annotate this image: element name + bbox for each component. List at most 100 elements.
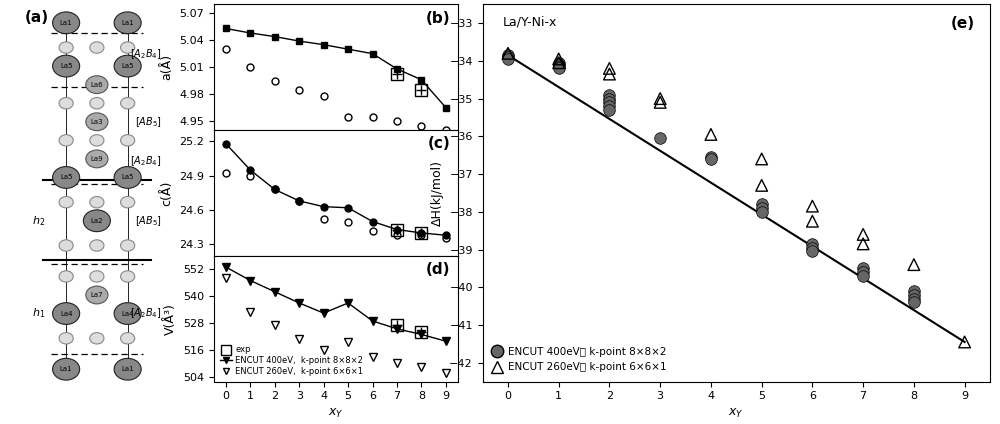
Circle shape [121, 240, 135, 251]
Circle shape [121, 42, 135, 53]
Text: La9: La9 [91, 156, 103, 162]
Circle shape [59, 196, 73, 208]
ENCUT 400eV， k-point 8×8×2 [500, 54, 516, 61]
Text: La5: La5 [121, 63, 134, 69]
ENCUT 400eV， k-point 8×8×2 [703, 153, 719, 160]
ENCUT 400eV， k-point 8×8×2 [601, 95, 617, 102]
Circle shape [90, 332, 104, 344]
ENCUT 400eV， k-point 8×8×2 [754, 201, 770, 208]
Y-axis label: a(Å): a(Å) [160, 54, 173, 80]
ENCUT 400eV， k-point 8×8×2 [754, 209, 770, 215]
ENCUT 400eV， k-point 8×8×2 [601, 106, 617, 113]
Circle shape [90, 271, 104, 282]
Circle shape [59, 332, 73, 344]
Circle shape [114, 12, 141, 33]
Text: $[AB_5]$: $[AB_5]$ [135, 115, 161, 129]
Text: (b): (b) [426, 11, 451, 25]
Circle shape [53, 358, 80, 380]
Text: $[A_2B_4]$: $[A_2B_4]$ [130, 307, 161, 321]
ENCUT 400eV， k-point 8×8×2 [551, 59, 567, 66]
Text: La5: La5 [121, 174, 134, 181]
Text: La3: La3 [91, 119, 103, 125]
Text: (d): (d) [426, 262, 451, 277]
Circle shape [121, 196, 135, 208]
Circle shape [121, 135, 135, 146]
Circle shape [53, 167, 80, 188]
Circle shape [90, 135, 104, 146]
Circle shape [53, 303, 80, 324]
ENCUT 260eV， k-point 6×6×1 [652, 95, 668, 102]
Legend: exp, ENCUT 400eV,  k-point 8×8×2, ENCUT 260eV,  k-point 6×6×1: exp, ENCUT 400eV, k-point 8×8×2, ENCUT 2… [218, 344, 365, 377]
Circle shape [90, 42, 104, 53]
Circle shape [114, 167, 141, 188]
ENCUT 260eV， k-point 6×6×1 [957, 339, 973, 346]
Circle shape [53, 12, 80, 33]
Circle shape [59, 42, 73, 53]
Circle shape [114, 55, 141, 77]
Text: La6: La6 [91, 82, 103, 88]
Y-axis label: ΔH(kJ/mol): ΔH(kJ/mol) [431, 160, 444, 226]
Circle shape [90, 196, 104, 208]
Text: La1: La1 [121, 20, 134, 26]
ENCUT 400eV， k-point 8×8×2 [500, 56, 516, 62]
Y-axis label: c(Å): c(Å) [160, 180, 173, 206]
ENCUT 400eV， k-point 8×8×2 [551, 61, 567, 68]
ENCUT 260eV， k-point 6×6×1 [601, 71, 617, 78]
ENCUT 400eV， k-point 8×8×2 [703, 156, 719, 162]
Circle shape [86, 113, 108, 131]
ENCUT 400eV， k-point 8×8×2 [906, 295, 922, 302]
Text: La1: La1 [60, 366, 72, 372]
ENCUT 260eV， k-point 6×6×1 [906, 261, 922, 268]
Text: La4: La4 [60, 310, 72, 317]
Circle shape [59, 271, 73, 282]
ENCUT 260eV， k-point 6×6×1 [855, 231, 871, 238]
ENCUT 400eV， k-point 8×8×2 [754, 205, 770, 212]
Text: $h_1$: $h_1$ [32, 307, 45, 321]
Text: La2: La2 [91, 218, 103, 224]
ENCUT 260eV， k-point 6×6×1 [855, 240, 871, 247]
ENCUT 260eV， k-point 6×6×1 [652, 99, 668, 106]
ENCUT 260eV， k-point 6×6×1 [754, 182, 770, 189]
Circle shape [86, 76, 108, 94]
Text: (e): (e) [951, 16, 975, 31]
X-axis label: $x_Y$: $x_Y$ [328, 407, 344, 420]
ENCUT 400eV， k-point 8×8×2 [601, 99, 617, 106]
ENCUT 260eV， k-point 6×6×1 [551, 56, 567, 62]
Circle shape [121, 98, 135, 109]
ENCUT 400eV， k-point 8×8×2 [601, 103, 617, 109]
Text: La5: La5 [60, 174, 72, 181]
Y-axis label: V(Å³): V(Å³) [164, 303, 177, 335]
Text: (a): (a) [25, 11, 49, 25]
Text: (c): (c) [428, 137, 451, 151]
ENCUT 260eV， k-point 6×6×1 [703, 131, 719, 138]
X-axis label: $x_Y$: $x_Y$ [728, 407, 744, 420]
Circle shape [59, 240, 73, 251]
Text: La/Y-Ni-x: La/Y-Ni-x [503, 16, 557, 28]
Text: La4: La4 [121, 310, 134, 317]
ENCUT 400eV， k-point 8×8×2 [601, 92, 617, 98]
Circle shape [121, 332, 135, 344]
ENCUT 400eV， k-point 8×8×2 [652, 135, 668, 142]
Circle shape [59, 135, 73, 146]
ENCUT 400eV， k-point 8×8×2 [906, 291, 922, 298]
ENCUT 400eV， k-point 8×8×2 [855, 273, 871, 279]
ENCUT 260eV， k-point 6×6×1 [551, 59, 567, 66]
Circle shape [121, 271, 135, 282]
Circle shape [59, 98, 73, 109]
Circle shape [90, 98, 104, 109]
Text: La5: La5 [60, 63, 72, 69]
ENCUT 400eV， k-point 8×8×2 [551, 63, 567, 70]
ENCUT 400eV， k-point 8×8×2 [855, 269, 871, 276]
Circle shape [86, 286, 108, 304]
Circle shape [90, 240, 104, 251]
ENCUT 400eV， k-point 8×8×2 [804, 240, 820, 247]
Circle shape [114, 358, 141, 380]
ENCUT 400eV， k-point 8×8×2 [906, 287, 922, 294]
ENCUT 400eV， k-point 8×8×2 [855, 265, 871, 272]
ENCUT 400eV， k-point 8×8×2 [551, 65, 567, 72]
ENCUT 400eV， k-point 8×8×2 [804, 248, 820, 255]
ENCUT 260eV， k-point 6×6×1 [754, 156, 770, 162]
Circle shape [114, 303, 141, 324]
Text: $h_2$: $h_2$ [32, 214, 45, 228]
Text: $[A_2B_4]$: $[A_2B_4]$ [130, 47, 161, 61]
